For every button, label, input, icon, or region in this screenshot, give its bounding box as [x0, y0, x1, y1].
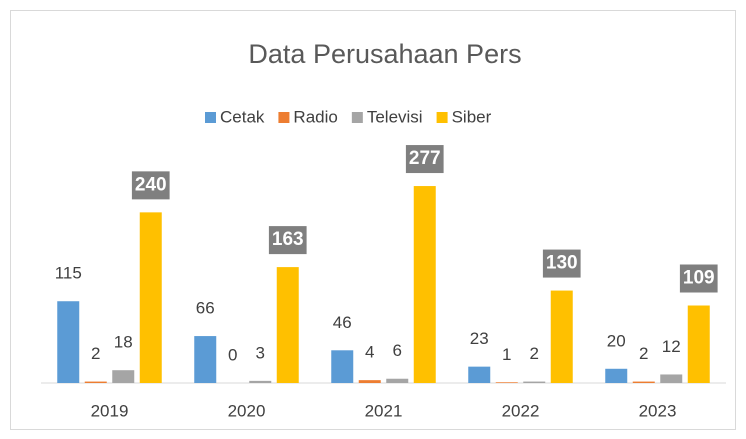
data-label-box — [542, 249, 581, 278]
x-tick-label: 2019 — [91, 401, 129, 420]
legend-label: Radio — [293, 107, 337, 126]
bar — [84, 381, 107, 383]
bar — [386, 378, 409, 383]
data-label: 240 — [135, 174, 167, 195]
bar — [468, 366, 491, 383]
chart-frame — [10, 10, 736, 430]
data-label: 2 — [530, 344, 539, 363]
legend-swatch — [351, 112, 363, 123]
data-label: 1 — [502, 345, 511, 364]
data-label: 2 — [91, 344, 100, 363]
data-label-box — [679, 264, 718, 293]
legend-swatch — [205, 112, 216, 123]
legend-swatch — [436, 112, 448, 123]
data-label-group: 163 — [268, 226, 307, 255]
data-label-box — [405, 145, 444, 174]
data-label: 20 — [607, 331, 626, 350]
bar — [495, 382, 518, 383]
data-label: 66 — [196, 299, 215, 318]
bar — [413, 186, 436, 383]
legend-swatch — [278, 112, 290, 123]
bar — [660, 374, 683, 383]
x-tick-label: 2021 — [365, 401, 403, 420]
bar — [112, 370, 135, 383]
bar — [276, 267, 299, 383]
data-label-group: 130 — [542, 249, 581, 278]
bar — [57, 301, 80, 383]
data-label-group: 277 — [405, 145, 444, 174]
data-label-group: 109 — [679, 264, 718, 293]
bar — [249, 380, 272, 383]
legend-label: Siber — [452, 107, 492, 126]
bar — [523, 381, 546, 383]
data-label: 130 — [546, 253, 578, 274]
data-label: 109 — [683, 268, 715, 289]
bar — [139, 212, 162, 383]
bar — [358, 380, 381, 383]
bar — [550, 290, 573, 383]
data-label: 115 — [55, 264, 82, 283]
chart-title: Data Perusahaan Pers — [248, 39, 521, 69]
data-label: 2 — [639, 344, 648, 363]
bar — [331, 350, 354, 383]
bar — [632, 381, 655, 383]
data-label-box — [268, 226, 307, 255]
data-label: 18 — [114, 333, 133, 352]
x-tick-label: 2023 — [639, 401, 677, 420]
data-label-box — [131, 171, 170, 200]
data-label: 163 — [272, 229, 304, 250]
data-label: 3 — [256, 343, 265, 362]
data-label: 46 — [333, 313, 352, 332]
x-tick-label: 2022 — [502, 401, 540, 420]
data-label: 4 — [365, 343, 374, 362]
legend-label: Cetak — [220, 107, 265, 126]
data-label: 23 — [470, 329, 489, 348]
data-label: 6 — [393, 341, 402, 360]
data-label: 0 — [228, 345, 237, 364]
legend-label: Televisi — [367, 107, 423, 126]
x-tick-label: 2020 — [228, 401, 266, 420]
data-label-group: 240 — [131, 171, 170, 200]
bar — [605, 368, 628, 383]
data-label: 277 — [409, 148, 441, 169]
data-label: 12 — [662, 337, 681, 356]
bar — [194, 336, 217, 383]
bar — [687, 305, 710, 383]
